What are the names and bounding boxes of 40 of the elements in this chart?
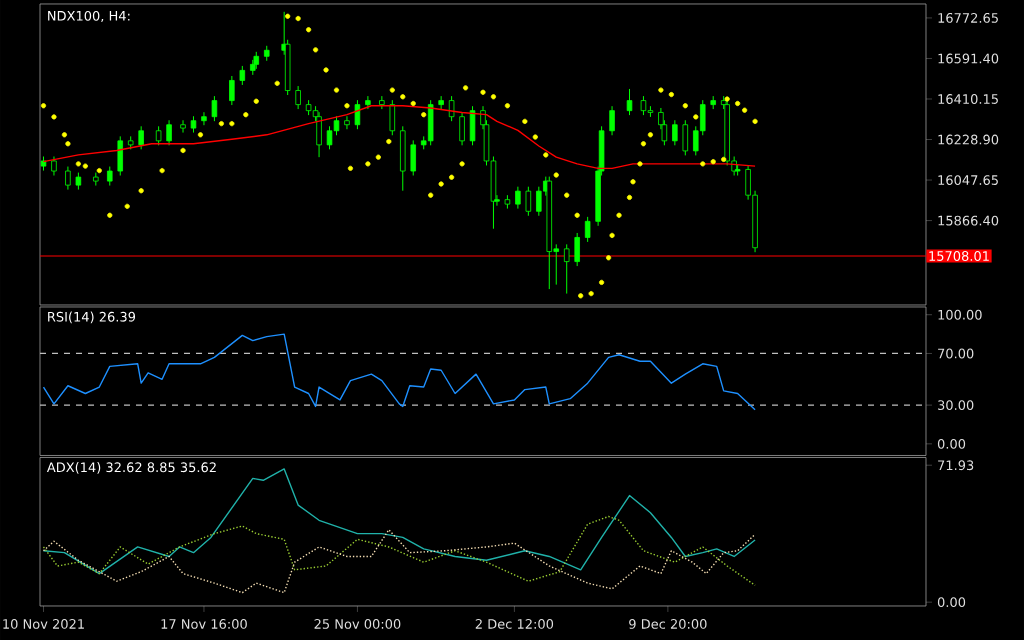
candlestick bbox=[640, 95, 647, 116]
line-series bbox=[42, 333, 756, 411]
candlestick bbox=[379, 95, 385, 110]
candlestick bbox=[365, 95, 371, 110]
candlestick bbox=[138, 125, 144, 150]
candlestick bbox=[584, 216, 591, 243]
candlestick bbox=[525, 186, 532, 217]
candlestick bbox=[117, 135, 123, 176]
candlestick bbox=[389, 99, 396, 136]
candlestick bbox=[344, 115, 350, 130]
candlestick bbox=[459, 111, 465, 146]
candlestick bbox=[211, 95, 218, 122]
candlestick bbox=[469, 105, 476, 146]
candlestick bbox=[51, 155, 57, 176]
candlestick bbox=[438, 95, 444, 110]
candlestick bbox=[107, 166, 113, 187]
candlestick bbox=[155, 125, 162, 146]
candlestick bbox=[295, 85, 301, 110]
candlestick bbox=[326, 125, 333, 150]
candlestick bbox=[410, 139, 416, 176]
line-series bbox=[42, 515, 756, 587]
candlestick bbox=[609, 105, 615, 136]
candlestick bbox=[626, 88, 633, 116]
candlestick bbox=[574, 232, 580, 267]
candlestick bbox=[400, 125, 406, 192]
candlestick bbox=[166, 119, 172, 146]
candlestick bbox=[180, 119, 186, 134]
candlestick bbox=[201, 111, 207, 126]
line-series bbox=[42, 529, 756, 594]
candlestick bbox=[65, 166, 71, 191]
candlestick bbox=[448, 95, 455, 122]
candlestick bbox=[229, 75, 235, 106]
candlestick bbox=[239, 65, 246, 86]
candlestick bbox=[316, 111, 322, 158]
candlestick bbox=[515, 186, 521, 210]
candlestick bbox=[672, 119, 678, 146]
candlestick bbox=[563, 243, 570, 295]
candlestick bbox=[354, 99, 361, 130]
candlestick bbox=[682, 119, 689, 156]
candlestick bbox=[427, 99, 434, 146]
